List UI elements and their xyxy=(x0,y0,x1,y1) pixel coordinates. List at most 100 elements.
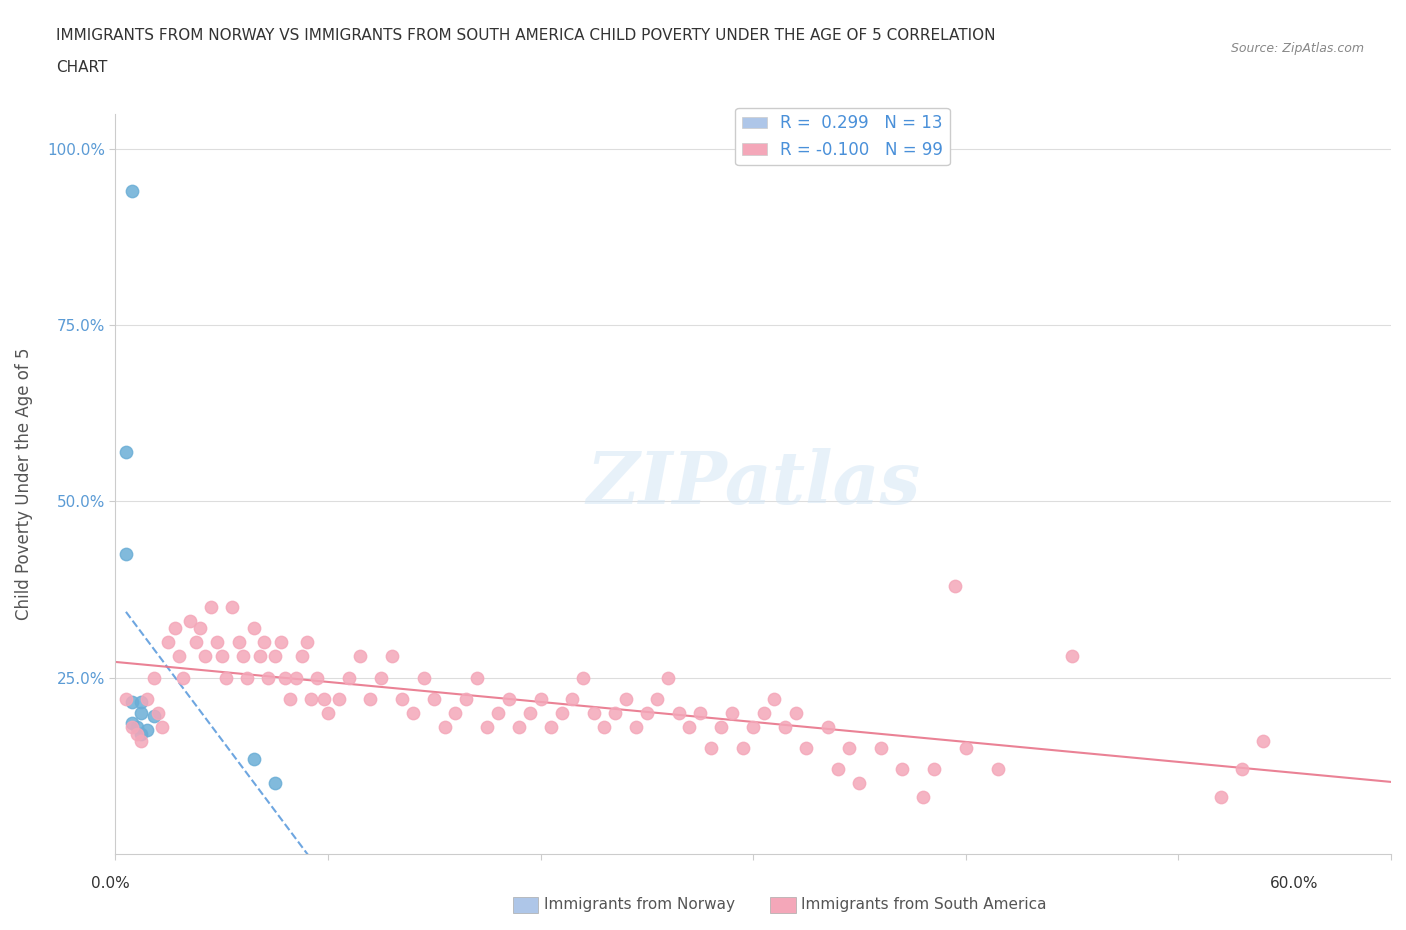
Point xyxy=(129,726,152,741)
Point xyxy=(146,705,169,720)
Point xyxy=(121,720,143,735)
Point xyxy=(529,691,551,706)
Y-axis label: Child Poverty Under the Age of 5: Child Poverty Under the Age of 5 xyxy=(15,348,32,620)
Point xyxy=(1230,762,1253,777)
Point xyxy=(433,720,456,735)
Point xyxy=(121,716,143,731)
Point xyxy=(370,671,392,685)
Point xyxy=(129,734,152,749)
Point xyxy=(773,720,796,735)
Point xyxy=(912,790,935,804)
Point xyxy=(1209,790,1232,804)
Point xyxy=(274,671,297,685)
Point xyxy=(699,740,721,755)
Point xyxy=(157,635,180,650)
Point xyxy=(142,709,165,724)
Point xyxy=(115,691,138,706)
Point xyxy=(194,649,217,664)
Point xyxy=(838,740,860,755)
Point xyxy=(668,705,690,720)
Point xyxy=(794,740,817,755)
Point xyxy=(215,671,238,685)
Point xyxy=(731,740,754,755)
Point xyxy=(291,649,314,664)
Point xyxy=(444,705,467,720)
Point xyxy=(184,635,207,650)
Point xyxy=(647,691,669,706)
Point xyxy=(242,751,264,766)
Point xyxy=(943,578,966,593)
Point xyxy=(129,705,152,720)
Point xyxy=(710,720,733,735)
Text: 0.0%: 0.0% xyxy=(91,876,131,891)
Point xyxy=(508,720,530,735)
Point xyxy=(172,671,194,685)
Point xyxy=(742,720,765,735)
Text: Source: ZipAtlas.com: Source: ZipAtlas.com xyxy=(1230,42,1364,55)
Point xyxy=(270,635,292,650)
Point xyxy=(540,720,562,735)
Point xyxy=(242,621,264,636)
Point xyxy=(624,720,647,735)
Point xyxy=(519,705,541,720)
Point xyxy=(278,691,301,706)
Point xyxy=(125,726,148,741)
Legend: R =  0.299   N = 13, R = -0.100   N = 99: R = 0.299 N = 13, R = -0.100 N = 99 xyxy=(735,108,949,166)
Point xyxy=(477,720,499,735)
Point xyxy=(614,691,637,706)
Point xyxy=(207,635,229,650)
Point xyxy=(721,705,744,720)
Point xyxy=(299,691,322,706)
Point xyxy=(328,691,350,706)
Point xyxy=(349,649,371,664)
Point xyxy=(295,635,318,650)
Point xyxy=(498,691,520,706)
Point xyxy=(381,649,404,664)
Point xyxy=(337,671,360,685)
Point xyxy=(827,762,849,777)
Point xyxy=(817,720,839,735)
Point xyxy=(142,671,165,685)
Point xyxy=(121,695,143,710)
Text: CHART: CHART xyxy=(56,60,108,75)
Point xyxy=(922,762,945,777)
Point xyxy=(167,649,190,664)
Point xyxy=(253,635,276,650)
Point xyxy=(221,600,243,615)
Point xyxy=(257,671,280,685)
Point xyxy=(129,695,152,710)
Point xyxy=(312,691,335,706)
Point xyxy=(763,691,786,706)
Text: Immigrants from South America: Immigrants from South America xyxy=(801,897,1047,912)
Point xyxy=(232,649,254,664)
Text: IMMIGRANTS FROM NORWAY VS IMMIGRANTS FROM SOUTH AMERICA CHILD POVERTY UNDER THE : IMMIGRANTS FROM NORWAY VS IMMIGRANTS FRO… xyxy=(56,28,995,43)
Point xyxy=(228,635,250,650)
Point xyxy=(359,691,381,706)
Text: ZIPatlas: ZIPatlas xyxy=(586,448,920,519)
Point xyxy=(249,649,271,664)
Point xyxy=(391,691,413,706)
Point xyxy=(636,705,658,720)
Point xyxy=(115,547,138,562)
Point xyxy=(752,705,775,720)
Text: Immigrants from Norway: Immigrants from Norway xyxy=(544,897,735,912)
Point xyxy=(561,691,583,706)
Point xyxy=(412,671,434,685)
Point xyxy=(423,691,446,706)
Point xyxy=(121,184,143,199)
Text: 60.0%: 60.0% xyxy=(1271,876,1319,891)
Point xyxy=(136,691,159,706)
Point xyxy=(125,720,148,735)
Point xyxy=(987,762,1010,777)
Point xyxy=(551,705,574,720)
Point xyxy=(1253,734,1275,749)
Point xyxy=(582,705,605,720)
Point xyxy=(179,614,201,629)
Point xyxy=(465,671,488,685)
Point xyxy=(869,740,891,755)
Point xyxy=(307,671,329,685)
Point xyxy=(263,649,285,664)
Point xyxy=(603,705,626,720)
Point xyxy=(456,691,478,706)
Point xyxy=(200,600,222,615)
